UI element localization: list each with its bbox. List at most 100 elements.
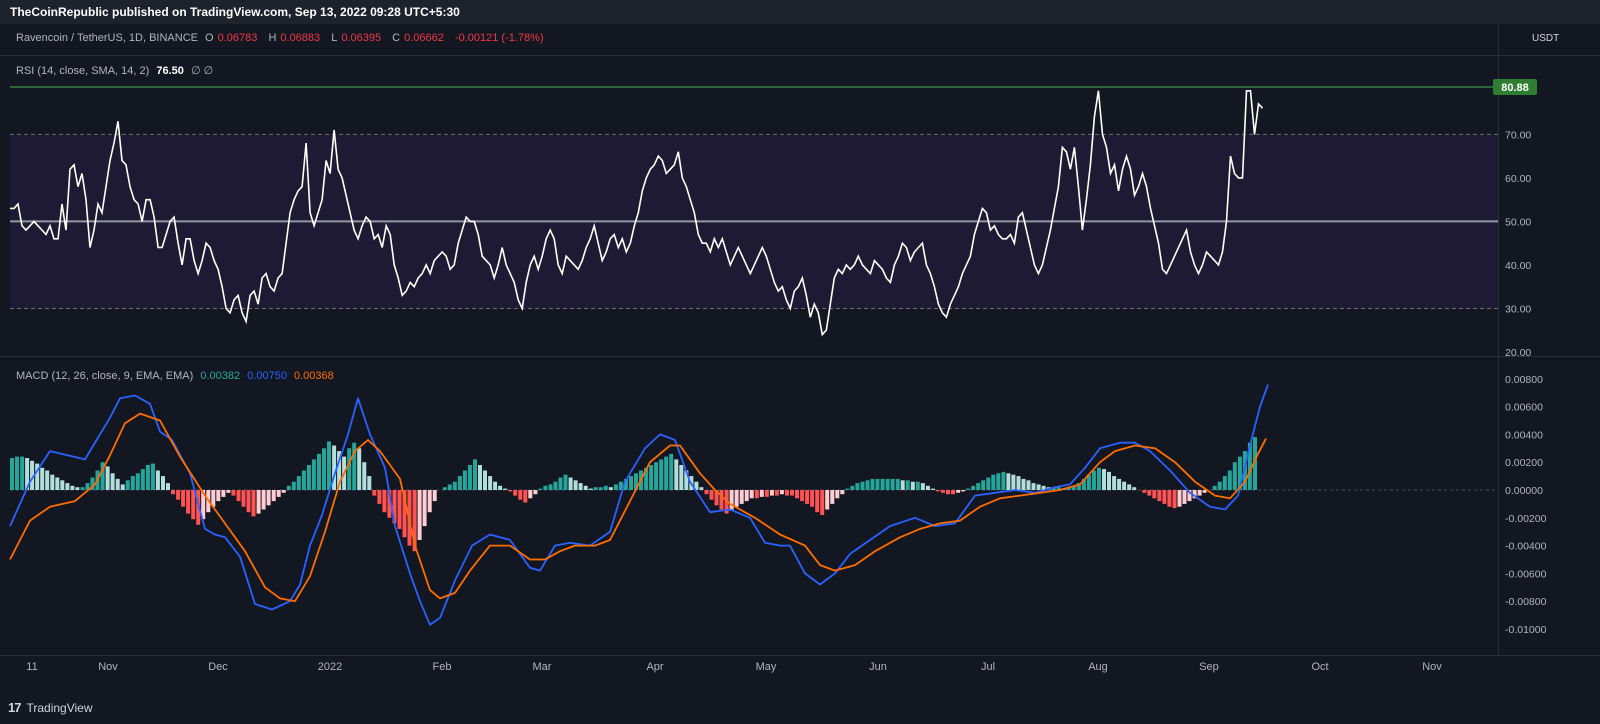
macd-histogram-bar <box>1132 487 1137 490</box>
macd-histogram-bar <box>276 490 281 497</box>
macd-histogram-bar <box>427 490 432 513</box>
macd-title[interactable]: MACD (12, 26, close, 9, EMA, EMA) <box>16 370 194 382</box>
macd-histogram-bar <box>1031 483 1036 490</box>
macd-histogram-bar <box>120 484 125 490</box>
macd-histogram-bar <box>749 490 754 499</box>
macd-histogram-bar <box>930 488 935 490</box>
macd-histogram-bar <box>155 470 160 490</box>
macd-histogram-bar <box>1157 490 1162 502</box>
low-label: L <box>331 32 338 44</box>
macd-histogram-bar <box>895 478 900 490</box>
macd-histogram-bar <box>286 485 291 490</box>
macd-histogram-bar <box>311 459 316 490</box>
x-axis-tick: Nov <box>98 661 118 673</box>
macd-histogram-bar <box>1152 490 1157 499</box>
macd-histogram-bar <box>1102 469 1106 490</box>
macd-histogram-bar <box>493 481 498 490</box>
macd-histogram-bar <box>306 465 311 490</box>
macd-histogram-bar <box>966 488 971 490</box>
macd-histogram-bar <box>161 476 165 490</box>
macd-histogram-bar <box>1117 478 1122 490</box>
macd-histogram-bar <box>684 470 689 490</box>
rsi-title[interactable]: RSI (14, close, SMA, 14, 2) <box>16 65 150 77</box>
publisher-bar: TheCoinRepublic published on TradingView… <box>0 0 1600 24</box>
macd-histogram-bar <box>301 470 306 490</box>
rsi-y-tick: 50.00 <box>1505 216 1531 228</box>
x-axis-tick: Sep <box>1199 661 1219 673</box>
pane-divider-bottom <box>0 655 1600 656</box>
rsi-series-line <box>10 90 1264 337</box>
tradingview-brand[interactable]: TradingView <box>26 700 93 715</box>
macd-histogram-bar <box>20 456 25 490</box>
macd-histogram-bar <box>925 485 930 490</box>
macd-histogram-bar <box>1086 474 1091 490</box>
macd-histogram-bar <box>644 467 649 490</box>
macd-histogram-bar <box>1076 483 1081 490</box>
rsi-marker-label: 80.88 <box>1501 82 1529 94</box>
macd-histogram-bar <box>211 490 216 507</box>
macd-histogram-bar <box>971 485 976 490</box>
macd-histogram-bar <box>996 473 1001 490</box>
pane-divider-mid <box>0 356 1600 357</box>
macd-histogram-bar <box>835 490 840 499</box>
macd-histogram-bar <box>186 490 191 514</box>
macd-histogram-bar <box>1167 490 1172 507</box>
macd-histogram-bar <box>387 490 392 518</box>
macd-histogram-bar <box>885 478 890 490</box>
macd-histogram-bar <box>583 485 588 490</box>
x-axis-tick: Nov <box>1422 661 1442 673</box>
symbol-name[interactable]: Ravencoin / TetherUS, 1D, BINANCE <box>16 32 198 44</box>
macd-histogram-bar <box>125 480 130 490</box>
macd-histogram-bar <box>216 490 221 502</box>
macd-histogram-bar <box>910 481 915 490</box>
macd-y-tick: -0.00200 <box>1505 513 1547 525</box>
macd-histogram-bar <box>488 476 493 490</box>
high-value: 0.06883 <box>280 32 321 44</box>
low-value: 0.06395 <box>341 32 382 44</box>
rsi-y-tick: 20.00 <box>1505 347 1531 359</box>
macd-histogram-bar <box>45 470 50 490</box>
x-axis-tick: Feb <box>433 661 452 673</box>
tradingview-logo-icon[interactable]: 17 <box>8 700 22 715</box>
macd-histogram-bar <box>568 477 573 490</box>
macd-histogram-bar <box>322 448 326 490</box>
macd-histogram-bar <box>1041 485 1046 490</box>
macd-histogram-bar <box>372 490 377 496</box>
macd-histogram-bar <box>352 442 357 490</box>
macd-histogram-bar <box>422 490 427 527</box>
macd-y-tick: 0.00800 <box>1505 374 1543 386</box>
macd-histogram-bar <box>382 490 387 513</box>
x-axis-tick: 11 <box>26 661 37 673</box>
macd-histogram-bar <box>1056 487 1061 490</box>
macd-histogram-bar <box>679 465 684 490</box>
macd-histogram-bar <box>1066 487 1071 490</box>
macd-histogram-bar <box>176 490 181 500</box>
macd-histogram-bar <box>100 462 105 490</box>
macd-histogram-bar <box>1247 442 1252 490</box>
macd-histogram-bar <box>140 469 145 490</box>
macd-histogram-bar <box>830 490 835 504</box>
macd-histogram-bar <box>166 483 170 490</box>
macd-histogram-bar <box>347 448 352 490</box>
macd-histogram-bar <box>221 490 226 497</box>
macd-histogram-bar <box>1177 490 1182 507</box>
macd-histogram-bar <box>915 481 920 490</box>
macd-y-tick: 0.00200 <box>1505 457 1543 469</box>
macd-histogram-bar <box>593 487 598 490</box>
macd-y-tick: -0.00600 <box>1505 568 1547 580</box>
macd-histogram-bar <box>478 465 482 490</box>
x-axis-tick: Jul <box>981 661 995 673</box>
macd-histogram-bar <box>402 490 407 538</box>
macd-histogram-bar <box>769 490 774 496</box>
macd-histogram-bar <box>1192 490 1197 499</box>
macd-histogram-bar <box>1237 456 1242 490</box>
macd-histogram-bar <box>875 478 880 490</box>
macd-histogram-bar <box>754 490 759 499</box>
macd-hist-value: 0.00382 <box>200 370 241 382</box>
macd-histogram-bar <box>65 483 70 490</box>
open-value: 0.06783 <box>217 32 258 44</box>
macd-histogram-bar <box>961 490 966 492</box>
macd-histogram-bar <box>85 483 90 490</box>
macd-histogram-bar <box>196 490 201 525</box>
